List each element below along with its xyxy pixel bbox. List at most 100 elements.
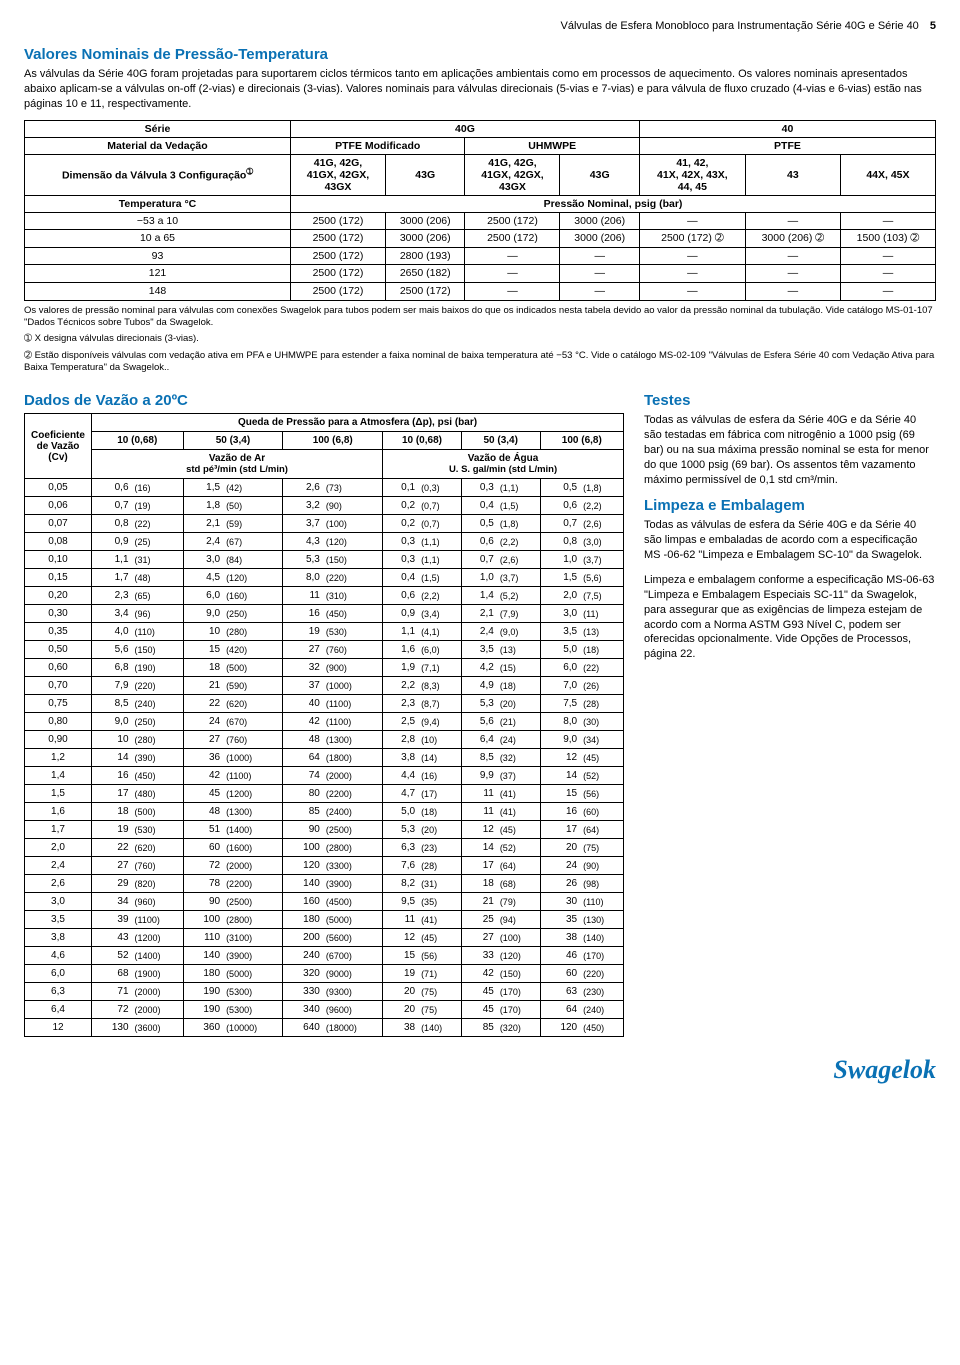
flow-val: 4,3 [283, 533, 326, 551]
flow-paren: (52) [583, 767, 623, 785]
flow-val: 7,6 [383, 857, 421, 875]
flow-val: 16 [283, 605, 326, 623]
flow-val: 5,0 [540, 641, 583, 659]
flow-paren: (56) [421, 947, 461, 965]
flow-paren: (79) [500, 893, 540, 911]
flow-paren: (420) [226, 641, 283, 659]
pressure-row: 1482500 (172)2500 (172)————— [25, 282, 936, 300]
flow-paren: (250) [226, 605, 283, 623]
flow-paren: (4500) [326, 893, 383, 911]
cv-cell: 0,80 [25, 713, 92, 731]
flow-val: 11 [461, 803, 499, 821]
flow-paren: (2400) [326, 803, 383, 821]
th-press: Pressão Nominal, psig (bar) [291, 195, 936, 212]
pressure-cell: 3000 (206) [385, 230, 464, 248]
th-ptfemod: PTFE Modificado [291, 137, 465, 154]
flow-val: 38 [383, 1019, 421, 1037]
flow-val: 9,5 [383, 893, 421, 911]
flow-val: 18 [183, 659, 226, 677]
cv-cell: 1,4 [25, 767, 92, 785]
flow-val: 20 [540, 839, 583, 857]
temp-cell: 148 [25, 282, 291, 300]
flow-paren: (1000) [326, 677, 383, 695]
flow-paren: (1,5) [421, 569, 461, 587]
cv-cell: 3,5 [25, 911, 92, 929]
flow-val: 38 [540, 929, 583, 947]
th-water: Vazão de ÁguaU. S. gal/min (std L/min) [383, 450, 624, 479]
flow-paren: (4,1) [421, 623, 461, 641]
flow-row: 12130(3600)360(10000)640(18000)38(140)85… [25, 1019, 624, 1037]
flow-val: 2,8 [383, 731, 421, 749]
th-temp: Temperatura °C [25, 195, 291, 212]
flow-val: 48 [183, 803, 226, 821]
flow-paren: (24) [500, 731, 540, 749]
cv-cell: 1,6 [25, 803, 92, 821]
flow-val: 9,9 [461, 767, 499, 785]
flow-paren: (7,5) [583, 587, 623, 605]
flow-val: 8,5 [92, 695, 135, 713]
flow-val: 68 [92, 965, 135, 983]
flow-paren: (2,6) [500, 551, 540, 569]
flow-paren: (10000) [226, 1019, 283, 1037]
flow-val: 8,2 [383, 875, 421, 893]
flow-paren: (170) [500, 1001, 540, 1019]
flow-paren: (1900) [135, 965, 184, 983]
flow-val: 45 [461, 1001, 499, 1019]
flow-val: 34 [92, 893, 135, 911]
flow-val: 1,0 [461, 569, 499, 587]
temp-cell: 121 [25, 265, 291, 283]
flow-paren: (1,5) [500, 497, 540, 515]
flow-paren: (67) [226, 533, 283, 551]
flow-row: 6,472(2000)190(5300)340(9600)20(75)45(17… [25, 1001, 624, 1019]
page-number: 5 [930, 20, 936, 32]
cv-cell: 1,7 [25, 821, 92, 839]
flow-val: 72 [183, 857, 226, 875]
flow-paren: (42) [226, 479, 283, 497]
flow-val: 20 [383, 983, 421, 1001]
flow-paren: (1,8) [500, 515, 540, 533]
flow-val: 24 [183, 713, 226, 731]
flow-val: 12 [540, 749, 583, 767]
pressure-cell: — [465, 265, 560, 283]
flow-val: 1,4 [461, 587, 499, 605]
flow-val: 0,7 [461, 551, 499, 569]
flow-paren: (60) [583, 803, 623, 821]
flow-paren: (25) [135, 533, 184, 551]
flow-paren: (2000) [135, 983, 184, 1001]
flow-val: 8,0 [540, 713, 583, 731]
flow-val: 2,6 [283, 479, 326, 497]
flow-paren: (31) [421, 875, 461, 893]
clean-body1: Todas as válvulas de esfera da Série 40G… [644, 518, 936, 563]
flow-val: 1,6 [383, 641, 421, 659]
flow-val: 60 [540, 965, 583, 983]
flow-val: 180 [183, 965, 226, 983]
flow-paren: (760) [135, 857, 184, 875]
cv-cell: 1,2 [25, 749, 92, 767]
flow-val: 0,6 [92, 479, 135, 497]
flow-paren: (1,8) [583, 479, 623, 497]
flow-paren: (45) [421, 929, 461, 947]
flow-paren: (37) [500, 767, 540, 785]
flow-paren: (18) [500, 677, 540, 695]
flow-paren: (9,4) [421, 713, 461, 731]
flow-val: 39 [92, 911, 135, 929]
flow-paren: (2000) [326, 767, 383, 785]
flow-val: 15 [383, 947, 421, 965]
flow-val: 25 [461, 911, 499, 929]
flow-paren: (3,7) [500, 569, 540, 587]
flow-row: 0,758,5(240)22(620)40(1100)2,3(8,7)5,3(2… [25, 695, 624, 713]
flow-val: 19 [283, 623, 326, 641]
flow-val: 140 [183, 947, 226, 965]
flow-paren: (230) [583, 983, 623, 1001]
flow-val: 0,3 [461, 479, 499, 497]
flow-paren: (150) [500, 965, 540, 983]
cv-cell: 0,70 [25, 677, 92, 695]
flow-paren: (75) [421, 983, 461, 1001]
section-flow-title: Dados de Vazão a 20ºC [24, 392, 624, 409]
flow-val: 45 [183, 785, 226, 803]
pressure-cell: 3000 (206) [385, 212, 464, 230]
flow-val: 180 [283, 911, 326, 929]
cv-cell: 0,06 [25, 497, 92, 515]
flow-val: 36 [183, 749, 226, 767]
flow-val: 190 [183, 983, 226, 1001]
